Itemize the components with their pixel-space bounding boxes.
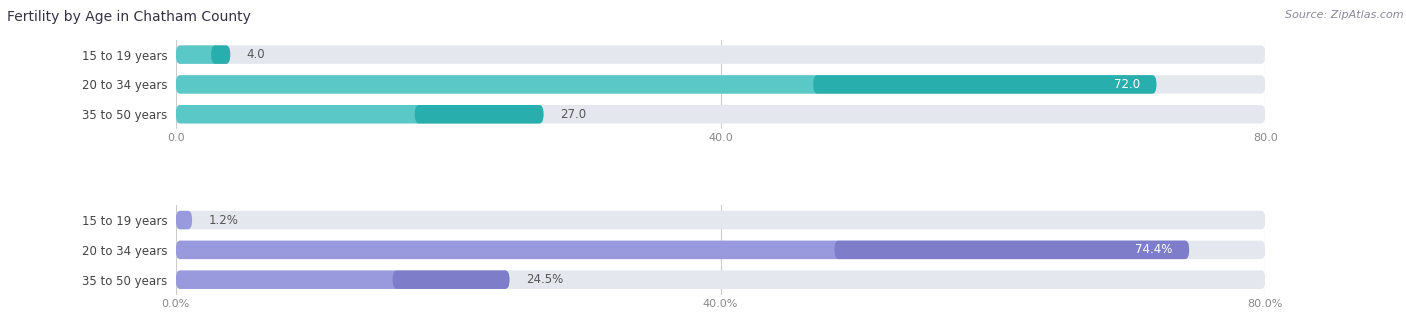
FancyBboxPatch shape [834, 241, 1189, 259]
FancyBboxPatch shape [176, 241, 1265, 259]
FancyBboxPatch shape [176, 211, 1265, 229]
FancyBboxPatch shape [176, 75, 1265, 94]
Text: 72.0: 72.0 [1114, 78, 1140, 91]
FancyBboxPatch shape [176, 211, 193, 229]
FancyBboxPatch shape [176, 270, 509, 289]
FancyBboxPatch shape [415, 105, 544, 123]
Text: 27.0: 27.0 [560, 108, 586, 121]
FancyBboxPatch shape [176, 241, 1189, 259]
FancyBboxPatch shape [176, 45, 1265, 64]
FancyBboxPatch shape [176, 105, 544, 123]
Text: 74.4%: 74.4% [1136, 243, 1173, 257]
Text: 24.5%: 24.5% [526, 273, 562, 286]
FancyBboxPatch shape [176, 45, 231, 64]
FancyBboxPatch shape [813, 75, 1157, 94]
Text: 4.0: 4.0 [246, 48, 266, 61]
FancyBboxPatch shape [176, 105, 1265, 123]
Text: Fertility by Age in Chatham County: Fertility by Age in Chatham County [7, 10, 250, 24]
FancyBboxPatch shape [176, 270, 1265, 289]
Text: Source: ZipAtlas.com: Source: ZipAtlas.com [1285, 10, 1403, 20]
FancyBboxPatch shape [392, 270, 509, 289]
Text: 1.2%: 1.2% [208, 213, 238, 226]
FancyBboxPatch shape [176, 75, 1157, 94]
FancyBboxPatch shape [211, 45, 231, 64]
